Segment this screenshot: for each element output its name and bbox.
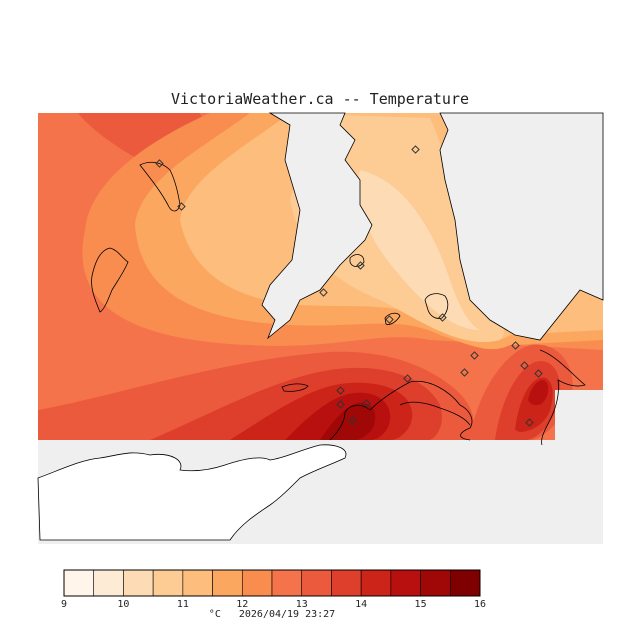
station-marker[interactable] [336, 386, 345, 395]
island-small [384, 312, 401, 325]
station-marker[interactable] [385, 315, 394, 324]
unit-label: °C [208, 609, 221, 620]
legend-swatch [63, 569, 95, 597]
legend-frame [63, 569, 481, 597]
island-lake [424, 293, 449, 319]
map-footer: °C 2026/04/19 23:27 [0, 609, 544, 620]
legend-swatch [152, 569, 184, 597]
station-marker[interactable] [155, 159, 164, 168]
island-harbour [349, 254, 365, 267]
legend-swatch [301, 569, 332, 597]
station-marker[interactable] [525, 418, 534, 427]
station-marker[interactable] [177, 202, 186, 211]
contour-band-14_5-east [528, 380, 549, 406]
legend-swatches [63, 569, 481, 597]
legend-tick-label: 16 [474, 599, 486, 610]
legend-tick-label: 9 [61, 599, 67, 610]
station-marker[interactable] [470, 351, 479, 360]
station-marker[interactable] [438, 313, 447, 322]
legend-swatch [360, 569, 392, 597]
spit-shoreline [399, 401, 471, 426]
east-shoreline [539, 349, 586, 446]
station-marker[interactable] [348, 416, 357, 425]
legend-tick-label: 13 [296, 599, 308, 610]
temperature-legend: 9 10 11 12 13 14 15 16 [61, 569, 486, 610]
legend-tick-label: 10 [117, 599, 129, 610]
legend-swatch [182, 569, 213, 597]
legend-swatch [271, 569, 303, 597]
timestamp: 2026/04/19 23:27 [238, 609, 336, 620]
station-marker[interactable] [336, 400, 345, 409]
legend-swatch [241, 569, 273, 597]
island-south-1 [281, 383, 309, 392]
legend-swatch [93, 569, 124, 597]
station-marker[interactable] [362, 399, 371, 408]
legend-swatch [212, 569, 243, 597]
map-title: VictoriaWeather.ca -- Temperature [170, 90, 469, 108]
legend-swatch [390, 569, 421, 597]
legend-swatch [449, 569, 481, 597]
legend-swatch [420, 569, 451, 597]
legend-tick-labels: 9 10 11 12 13 14 15 16 [61, 599, 486, 610]
station-marker[interactable] [411, 145, 420, 154]
station-markers [155, 145, 543, 427]
legend-tick-label: 12 [236, 599, 248, 610]
water-east [439, 112, 604, 341]
station-marker[interactable] [460, 368, 469, 377]
contour-band-15 [320, 402, 376, 440]
south-shoreline [329, 380, 473, 441]
legend-tick-label: 11 [177, 599, 189, 610]
legend-swatch [331, 569, 362, 597]
southern-landmass [37, 444, 347, 541]
contour-band-10 [357, 170, 480, 330]
legend-tick-label: 15 [415, 599, 427, 610]
legend-swatch [123, 569, 154, 597]
station-marker[interactable] [534, 369, 543, 378]
station-marker[interactable] [511, 341, 520, 350]
water-southeast [555, 390, 603, 450]
legend-tick-label: 14 [355, 599, 367, 610]
station-marker[interactable] [319, 288, 328, 297]
station-marker[interactable] [520, 361, 529, 370]
island-west [91, 247, 129, 313]
station-marker[interactable] [356, 261, 365, 270]
station-marker[interactable] [403, 374, 412, 383]
water-inlet [261, 112, 373, 340]
